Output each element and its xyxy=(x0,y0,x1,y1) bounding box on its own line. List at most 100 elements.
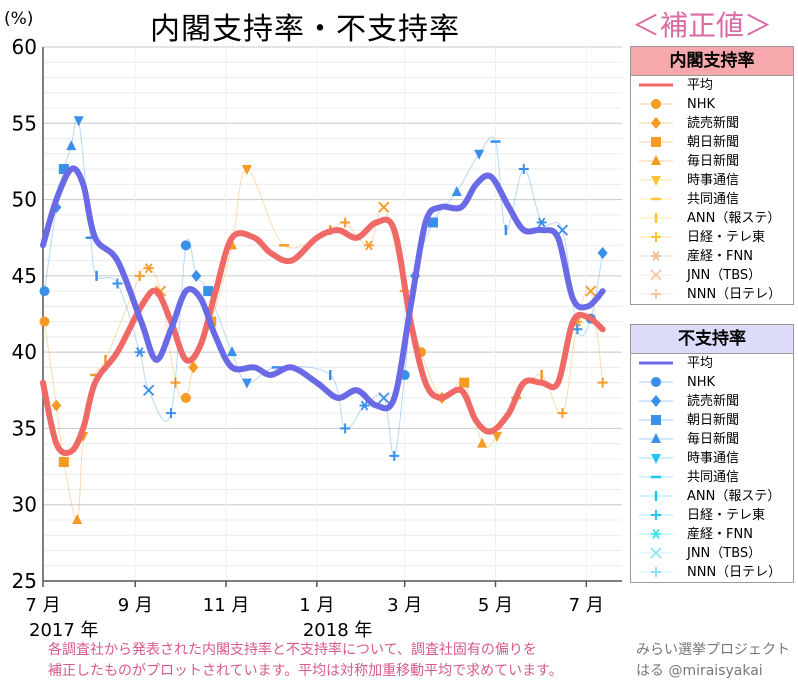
chart-subtitle: ＜補正値＞ xyxy=(632,9,773,42)
legend-marker-icon xyxy=(639,433,673,443)
legend-line-swatch xyxy=(639,83,673,87)
legend-disapprove-title: 不支持率 xyxy=(631,325,793,354)
data-point xyxy=(143,263,154,274)
legend-item-label: 共同通信 xyxy=(687,470,740,485)
x-tick-label: 7 月 xyxy=(569,595,604,616)
legend-item-label: 朝日新聞 xyxy=(687,135,740,150)
legend-marker-icon xyxy=(639,289,673,299)
legend-marker-icon xyxy=(639,117,673,129)
data-point xyxy=(58,456,69,467)
grid xyxy=(42,46,622,582)
disapproval-average-line xyxy=(40,165,606,412)
legend-marker-icon xyxy=(639,475,673,479)
legend-item: 毎日新聞 xyxy=(631,430,793,449)
data-point xyxy=(72,513,83,524)
legend-line-swatch xyxy=(639,361,673,365)
y-tick-label: 40 xyxy=(12,340,37,364)
legend-item: JNN（TBS） xyxy=(631,544,793,563)
credit-line-1: みらい選挙プロジェクト xyxy=(636,642,790,658)
legend-item: 朝日新聞 xyxy=(631,411,793,430)
x-year-label: 2018 年 xyxy=(303,620,373,641)
legend-item: ANN（報ステ） xyxy=(631,209,793,228)
legend-item: 共同通信 xyxy=(631,468,793,487)
data-point xyxy=(477,437,488,448)
legend-swatch-marker xyxy=(650,269,662,281)
legend-item: 産経・FNN xyxy=(631,525,793,544)
legend-marker-icon xyxy=(639,137,673,147)
legend-swatch-marker xyxy=(651,377,661,387)
legend-swatch-marker xyxy=(651,454,661,464)
data-point xyxy=(557,408,568,419)
data-point xyxy=(191,269,202,282)
data-point xyxy=(134,347,145,358)
data-point xyxy=(241,378,252,389)
legend-item-label: JNN（TBS） xyxy=(687,546,762,561)
legend-swatch-marker xyxy=(651,567,661,577)
legend-marker-icon xyxy=(639,491,673,501)
legend-swatch-marker xyxy=(651,232,661,242)
legend-marker-icon xyxy=(639,567,673,577)
legend-item-label: NHK xyxy=(687,97,716,112)
data-point xyxy=(66,140,77,151)
axes: 25 30 35 40 45 50 55 60 (%) 7 月 2017 年 9 月 11 月 1 月 20… xyxy=(4,9,622,641)
data-point xyxy=(170,377,181,388)
legend-item: 日経・テレ東 xyxy=(631,228,793,247)
data-point xyxy=(518,164,529,175)
legend-item-label: 日経・テレ東 xyxy=(687,230,766,245)
data-point xyxy=(39,286,50,297)
legend-item-label: ANN（報ステ） xyxy=(687,489,781,504)
x-tick-label: 1 月 xyxy=(299,595,334,616)
data-point xyxy=(227,346,238,357)
data-point xyxy=(427,217,438,228)
legend-marker-icon xyxy=(639,155,673,165)
legend-marker-icon xyxy=(639,269,673,281)
legend-item-label: 読売新聞 xyxy=(687,116,740,131)
legend-marker-icon xyxy=(639,176,673,186)
legend-marker-icon xyxy=(639,529,673,539)
legend-item: NNN（日テレ） xyxy=(631,285,793,304)
data-point xyxy=(340,217,351,228)
legend-swatch-marker xyxy=(651,289,661,299)
legend-item-label: 日経・テレ東 xyxy=(687,508,766,523)
legend-swatch-marker xyxy=(651,155,661,165)
legend-marker-icon xyxy=(639,197,673,201)
legend-item: 平均 xyxy=(631,354,793,373)
data-point xyxy=(112,278,123,289)
y-tick-label: 60 xyxy=(12,35,37,59)
legend-marker-icon xyxy=(639,232,673,242)
series-layer xyxy=(39,116,608,524)
data-point xyxy=(241,165,252,176)
legend-item-label: 時事通信 xyxy=(687,451,740,466)
data-point xyxy=(597,377,608,388)
data-point xyxy=(536,217,547,228)
legend-item: 産経・FNN xyxy=(631,247,793,266)
legend-marker-icon xyxy=(639,377,673,387)
data-point xyxy=(180,392,191,403)
legend-item: 時事通信 xyxy=(631,449,793,468)
legend-marker-icon xyxy=(639,99,673,109)
footnote-line-2: 補正したものがプロットされています。平均は対称加重移動平均で求めています。 xyxy=(48,663,563,679)
data-point xyxy=(474,149,485,160)
legend-item: 平均 xyxy=(631,76,793,95)
legend-item-label: 平均 xyxy=(687,356,714,371)
legend-marker-icon xyxy=(639,213,673,223)
data-point xyxy=(134,270,145,281)
legend-swatch-marker xyxy=(651,415,661,425)
x-tick-label: 7 月 xyxy=(25,595,60,616)
legend-item-label: 産経・FNN xyxy=(687,249,753,264)
x-year-label: 2017 年 xyxy=(29,620,99,641)
data-point xyxy=(166,408,177,419)
data-point xyxy=(188,361,199,374)
x-tick-label: 9 月 xyxy=(118,595,153,616)
legend-item: ANN（報ステ） xyxy=(631,487,793,506)
legend-swatch-marker xyxy=(651,510,661,520)
legend-swatch-marker xyxy=(651,433,661,443)
data-point xyxy=(597,246,608,259)
data-point xyxy=(389,450,400,461)
legend-item: NNN（日テレ） xyxy=(631,563,793,582)
legend-marker-icon xyxy=(639,510,673,520)
legend-item: 読売新聞 xyxy=(631,392,793,411)
legend-swatch-marker xyxy=(650,547,662,559)
legend-item: 朝日新聞 xyxy=(631,133,793,152)
y-tick-label: 50 xyxy=(12,188,37,212)
